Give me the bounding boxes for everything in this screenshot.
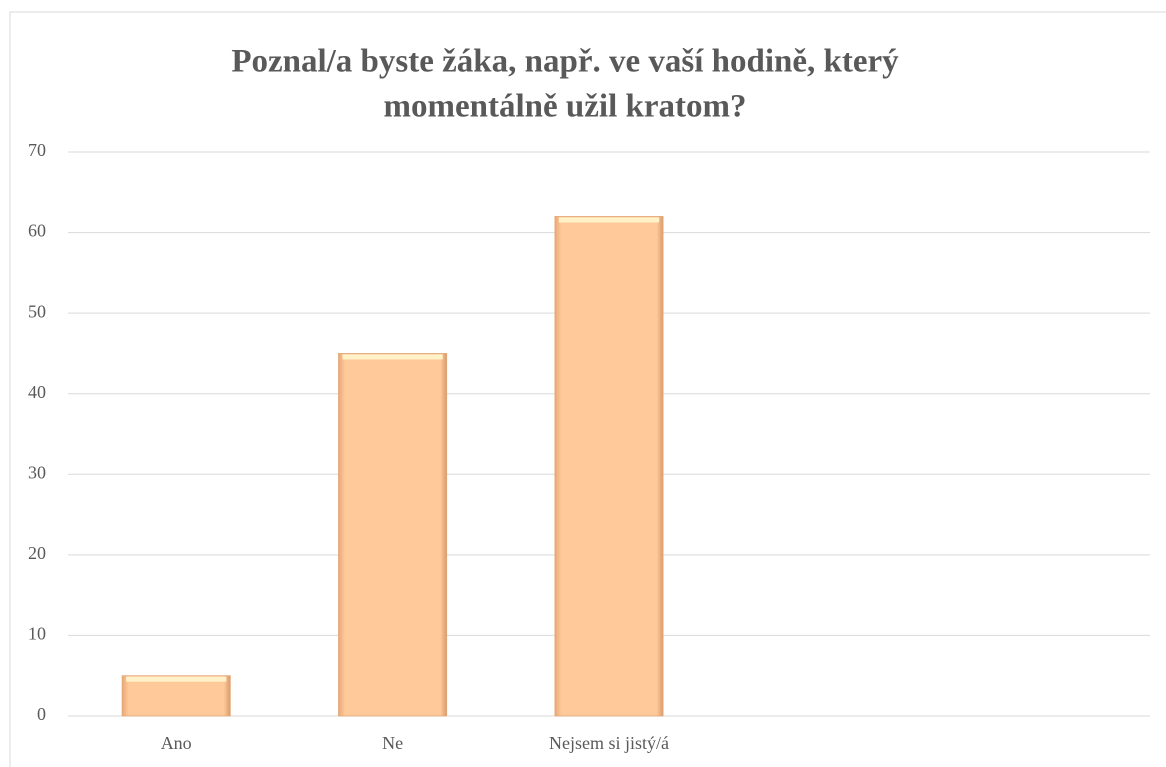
bar: [121, 675, 231, 717]
chart-frame: [9, 11, 1166, 767]
bar-highlight: [126, 676, 227, 682]
chart-title: Poznal/a byste žáka, např. ve vaší hodin…: [231, 44, 899, 80]
y-tick-label: 10: [28, 624, 46, 644]
y-tick-label: 70: [28, 140, 46, 160]
y-tick-label: 30: [28, 462, 46, 482]
y-tick-label: 0: [37, 704, 46, 724]
y-tick-label: 20: [28, 543, 46, 563]
bar: [338, 353, 448, 717]
bar: [554, 216, 664, 717]
y-tick-label: 60: [28, 221, 46, 241]
x-tick-label: Ne: [382, 733, 403, 753]
chart-title: momentálně užil kratom?: [384, 89, 747, 125]
y-tick-label: 50: [28, 301, 46, 321]
bar-highlight: [558, 217, 660, 223]
y-tick-label: 40: [28, 382, 46, 402]
x-tick-label: Nejsem si jistý/á: [549, 733, 669, 753]
bar-highlight: [342, 354, 443, 360]
x-tick-label: Ano: [161, 733, 192, 753]
